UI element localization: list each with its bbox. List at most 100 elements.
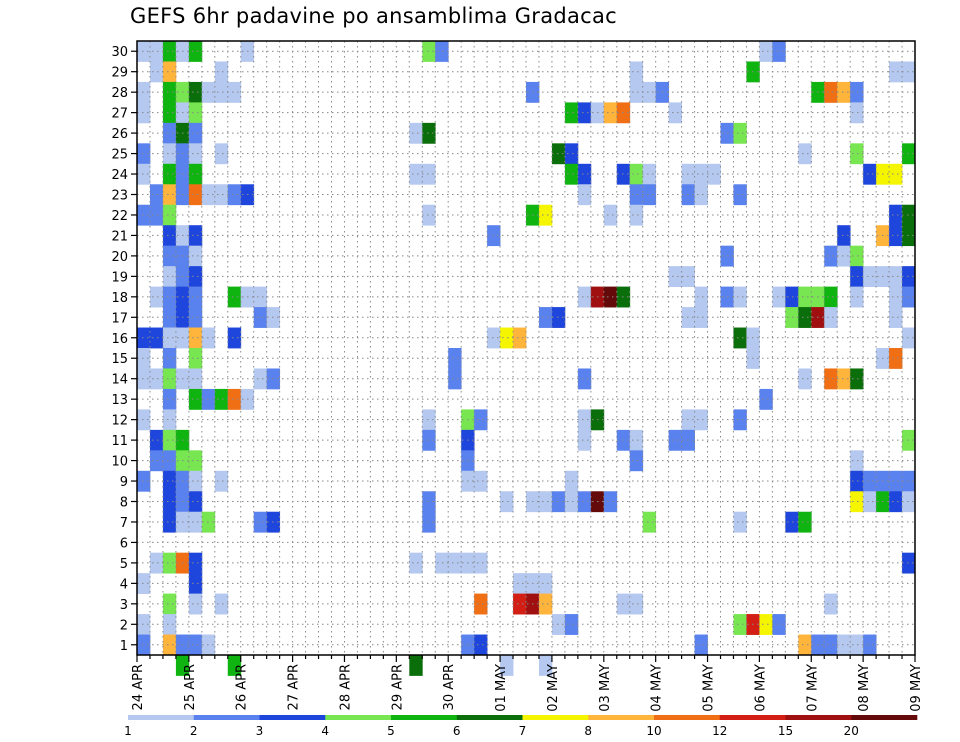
heatmap-cell <box>409 655 423 676</box>
heatmap-cell <box>137 614 151 635</box>
heatmap-cell <box>487 327 501 349</box>
heatmap-cell <box>564 102 579 124</box>
heatmap-cell <box>850 450 864 472</box>
colorbar-swatch <box>588 715 655 720</box>
heatmap-cell <box>850 634 864 656</box>
heatmap-cell <box>668 266 682 287</box>
colorbar-label: 15 <box>778 724 793 738</box>
heatmap-cell <box>162 593 177 615</box>
heatmap-cell <box>500 327 514 349</box>
heatmap-cell <box>538 491 553 513</box>
heatmap-cell <box>889 491 903 513</box>
heatmap-cell <box>837 225 851 247</box>
heatmap-cell <box>137 81 151 103</box>
heatmap-cell <box>668 429 682 451</box>
heatmap-cell <box>188 163 203 185</box>
heatmap-cell <box>577 409 592 431</box>
heatmap-cell <box>422 429 436 451</box>
colorbar-swatch <box>456 715 523 720</box>
heatmap-cell <box>824 368 838 390</box>
y-tick-label: 30 <box>111 45 128 60</box>
heatmap-cell <box>850 286 864 308</box>
heatmap-cell <box>162 61 177 83</box>
heatmap-cell <box>538 204 553 226</box>
heatmap-cell <box>889 470 903 492</box>
heatmap-cell <box>137 102 151 124</box>
heatmap-cell <box>759 388 773 410</box>
heatmap-cell <box>227 286 242 308</box>
heatmap-cell <box>188 81 203 103</box>
heatmap-cell <box>188 327 203 349</box>
heatmap-cell <box>863 634 877 656</box>
heatmap-cell <box>798 511 812 533</box>
heatmap-cell <box>850 102 864 124</box>
heatmap-cell <box>603 204 618 226</box>
heatmap-cell <box>694 163 708 185</box>
x-tick-label: 07 MAY <box>805 664 820 712</box>
heatmap-cell <box>642 163 657 185</box>
heatmap-cell <box>564 614 579 635</box>
heatmap-cell <box>175 655 190 676</box>
heatmap-cell <box>214 81 229 103</box>
heatmap-cell <box>227 327 242 349</box>
heatmap-cell <box>850 266 864 287</box>
heatmap-cell <box>902 143 916 165</box>
heatmap-cell <box>733 409 747 431</box>
heatmap-cell <box>642 511 657 533</box>
heatmap-cell <box>824 307 838 328</box>
heatmap-cell <box>149 368 164 390</box>
heatmap-cell <box>889 286 903 308</box>
heatmap-cell <box>538 655 553 676</box>
y-tick-label: 18 <box>111 291 128 306</box>
heatmap-cell <box>201 511 216 533</box>
heatmap-cell <box>772 286 786 308</box>
heatmap-cell <box>629 61 644 83</box>
heatmap-cell <box>149 286 164 308</box>
heatmap-cell <box>577 491 592 513</box>
y-tick-label: 2 <box>120 618 128 633</box>
y-tick-label: 1 <box>120 639 128 654</box>
heatmap-cell <box>214 593 229 615</box>
y-tick-label: 10 <box>111 455 128 470</box>
heatmap-cell <box>707 163 721 185</box>
heatmap-cell <box>474 409 488 431</box>
x-tick-label: 06 MAY <box>753 664 768 712</box>
heatmap-cell <box>487 225 501 247</box>
heatmap-cell <box>824 81 838 103</box>
heatmap-cell <box>577 184 592 206</box>
heatmap-cell <box>889 61 903 83</box>
heatmap-cell <box>162 102 177 124</box>
heatmap-cell <box>551 307 566 328</box>
colorbar-label: 5 <box>387 724 395 738</box>
y-tick-label: 4 <box>120 577 128 592</box>
heatmap-cell <box>137 409 151 431</box>
heatmap-cell <box>513 573 527 594</box>
y-tick-label: 3 <box>120 598 128 613</box>
x-tick-label: 29 APR <box>390 664 405 710</box>
heatmap-cell <box>188 368 203 390</box>
heatmap-cell <box>798 368 812 390</box>
y-tick-label: 7 <box>120 516 128 531</box>
colorbar-swatch <box>193 715 260 720</box>
heatmap-cell <box>577 286 592 308</box>
heatmap-cell <box>188 307 203 328</box>
heatmap-cell <box>889 348 903 369</box>
heatmap-cell <box>500 655 514 676</box>
heatmap-cell <box>188 552 203 574</box>
heatmap-cell <box>162 327 177 349</box>
heatmap-cell <box>188 286 203 308</box>
x-tick-label: 25 APR <box>183 664 198 710</box>
y-tick-label: 6 <box>120 536 128 551</box>
heatmap-cell <box>253 286 268 308</box>
heatmap-cell <box>162 225 177 247</box>
x-tick-label: 08 MAY <box>857 664 872 712</box>
y-tick-label: 21 <box>111 229 128 244</box>
heatmap-cell <box>824 634 838 656</box>
heatmap-cell <box>733 327 747 349</box>
heatmap-cell <box>577 163 592 185</box>
heatmap-cell <box>137 470 151 492</box>
heatmap-cell <box>162 511 177 533</box>
y-tick-label: 8 <box>120 496 128 511</box>
heatmap-cell <box>162 81 177 103</box>
heatmap-cell <box>564 491 579 513</box>
